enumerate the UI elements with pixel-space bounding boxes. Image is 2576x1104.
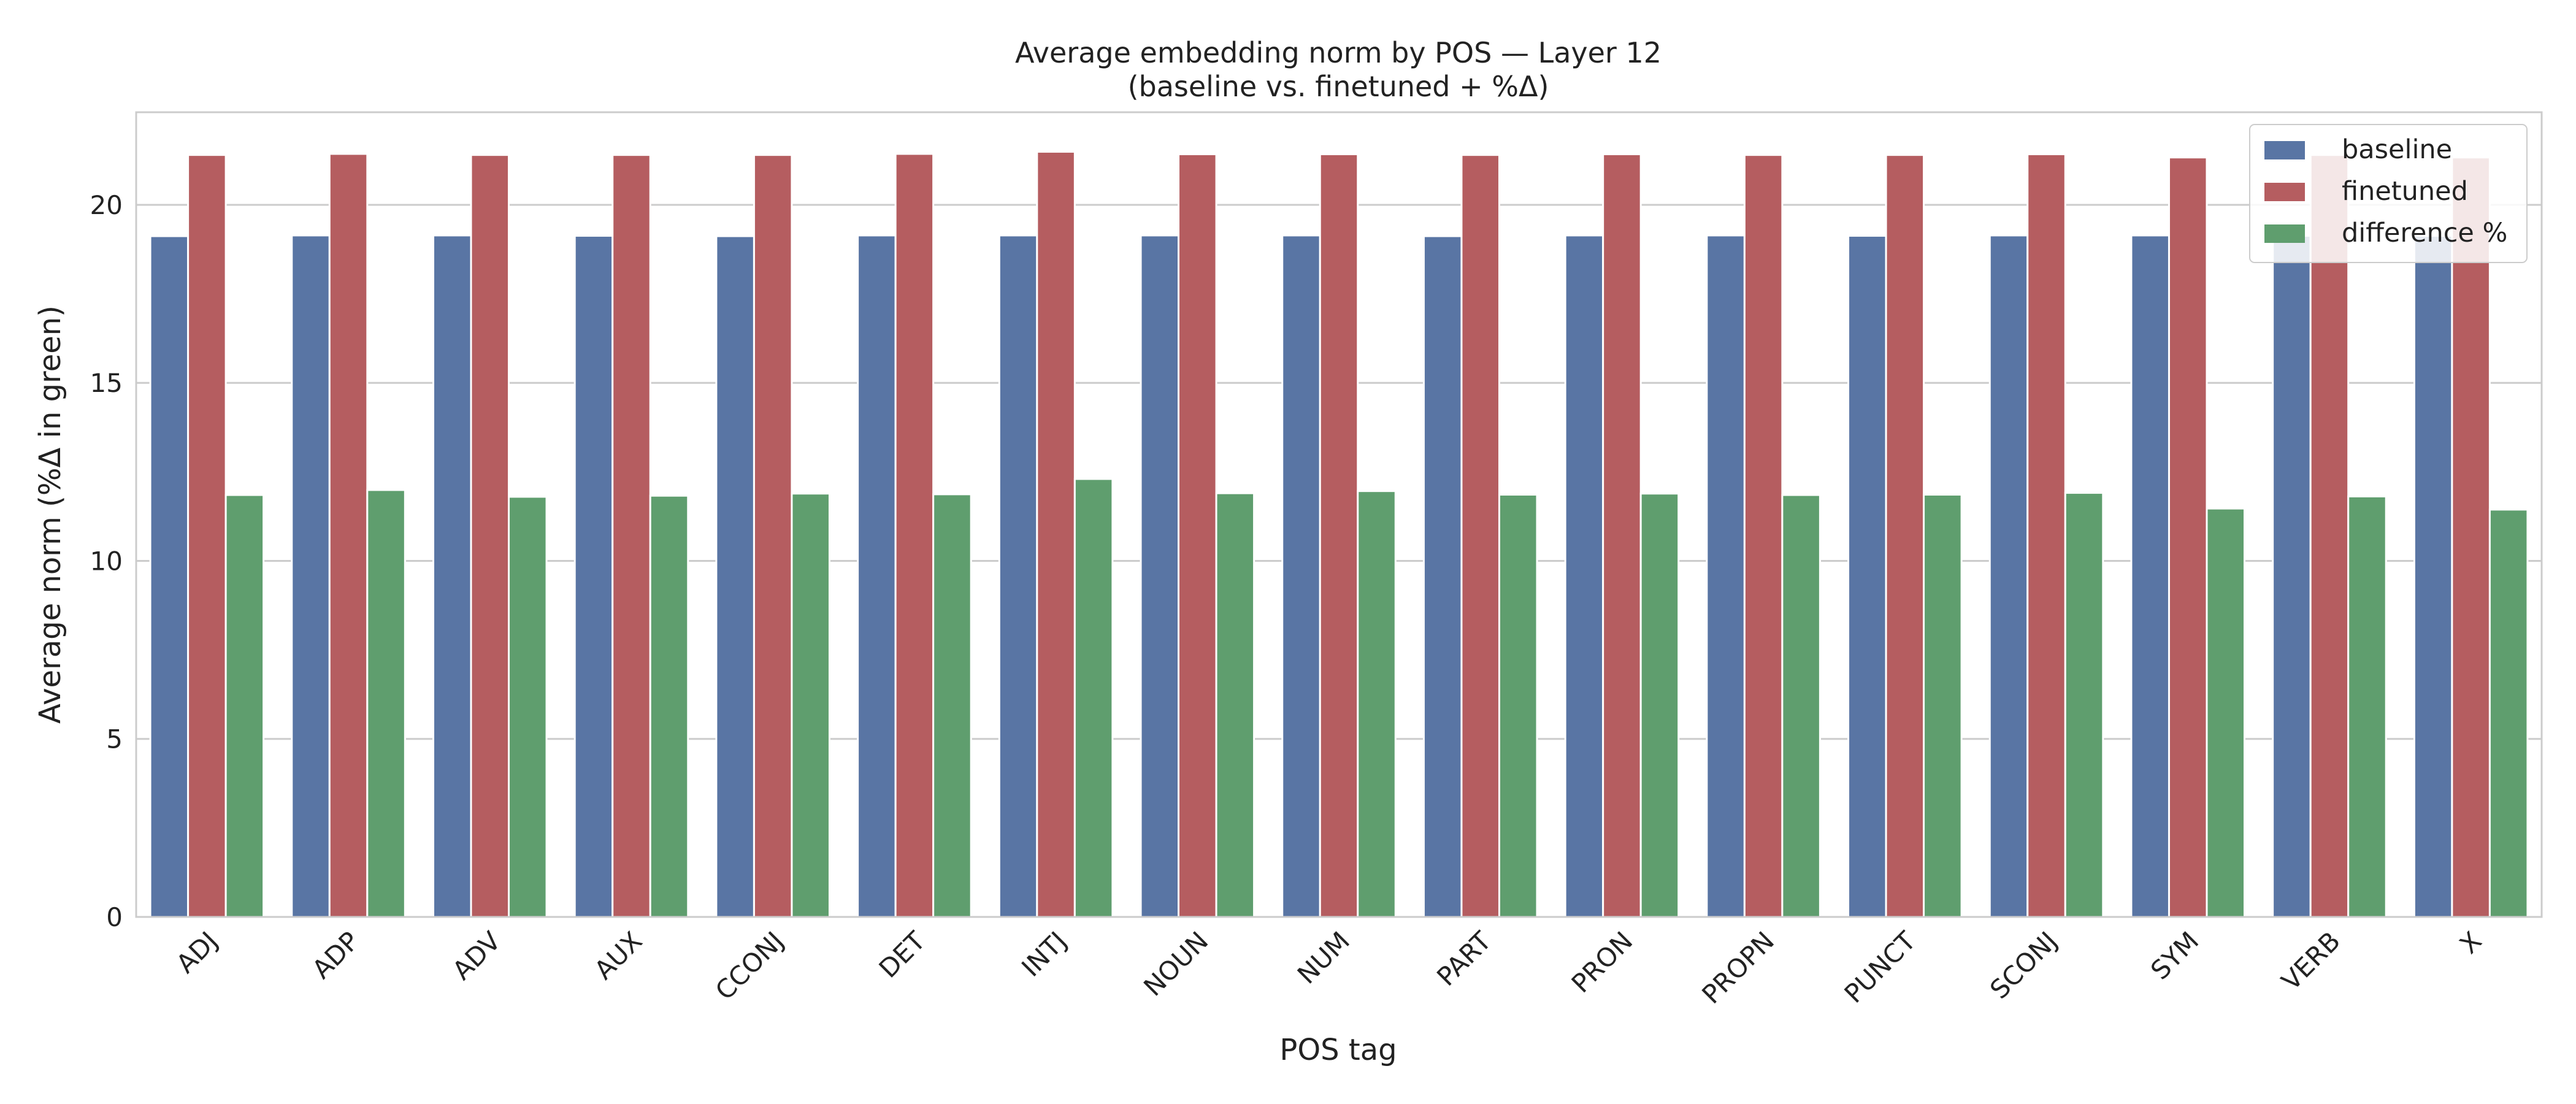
bar-finetuned-num xyxy=(1319,153,1359,918)
plot-frame xyxy=(135,111,2543,918)
chart-title: Average embedding norm by POS — Layer 12 xyxy=(1015,36,1662,69)
legend-swatch xyxy=(2264,224,2305,243)
bar-baseline-x xyxy=(2413,234,2453,918)
x-tick-label: NOUN xyxy=(1138,926,1214,1002)
bar-difference--adv xyxy=(508,496,548,918)
legend-label: difference % xyxy=(2342,218,2507,248)
plot-bars xyxy=(149,150,2529,918)
y-axis-label: Average norm (%Δ in green) xyxy=(33,305,67,724)
bar-difference--adp xyxy=(366,489,406,918)
bar-difference--adj xyxy=(224,494,265,918)
bar-finetuned-adv xyxy=(470,154,510,918)
bar-finetuned-propn xyxy=(1743,154,1784,918)
x-tick-label: PROPN xyxy=(1696,926,1780,1010)
bar-difference--sym xyxy=(2206,507,2246,918)
bar-difference--sconj xyxy=(2064,492,2104,918)
x-tick-label: NUM xyxy=(1292,926,1355,989)
bar-baseline-adp xyxy=(291,234,331,918)
bar-finetuned-verb xyxy=(2309,154,2350,918)
bar-finetuned-intj xyxy=(1036,150,1076,918)
y-tick-label: 0 xyxy=(106,902,123,932)
x-tick-label: ADV xyxy=(447,926,507,986)
x-tick-label: SYM xyxy=(2145,926,2204,985)
x-tick-label: ADP xyxy=(306,926,365,984)
bar-baseline-adj xyxy=(149,235,190,918)
bar-finetuned-adp xyxy=(328,153,369,918)
bar-difference--cconj xyxy=(791,493,830,918)
y-tick-label: 5 xyxy=(106,724,123,754)
bar-difference--punct xyxy=(1923,493,1963,918)
bar-baseline-intj xyxy=(998,234,1038,918)
bar-difference--aux xyxy=(649,494,689,918)
bar-baseline-cconj xyxy=(715,235,755,918)
y-tick-label: 20 xyxy=(90,190,123,220)
x-axis-label: POS tag xyxy=(1279,1033,1397,1067)
legend-label: baseline xyxy=(2342,134,2452,165)
bar-finetuned-x xyxy=(2451,156,2491,918)
bar-finetuned-aux xyxy=(611,154,651,918)
bar-difference--x xyxy=(2488,508,2529,918)
x-tick-label: AUX xyxy=(588,926,648,985)
bar-difference--verb xyxy=(2347,495,2387,918)
bar-difference--num xyxy=(1357,490,1397,918)
x-tick-label: SCONJ xyxy=(1984,926,2063,1005)
bar-finetuned-punct xyxy=(1885,154,1925,918)
bar-baseline-sym xyxy=(2130,234,2170,918)
x-tick-label: PUNCT xyxy=(1839,926,1922,1009)
bar-difference--part xyxy=(1498,493,1538,918)
x-tick-label: DET xyxy=(873,926,932,984)
bar-finetuned-det xyxy=(894,153,935,918)
x-tick-label: CCONJ xyxy=(710,926,789,1005)
bar-difference--noun xyxy=(1215,492,1255,918)
legend-frame xyxy=(2249,124,2528,263)
x-tick-label: PRON xyxy=(1566,926,1639,999)
y-tick-labels: 0 5 10 15 20 xyxy=(90,190,123,932)
bar-difference--propn xyxy=(1781,494,1821,918)
bar-difference--det xyxy=(932,493,972,918)
chart-subtitle: (baseline vs. finetuned + %Δ) xyxy=(1128,70,1549,103)
bar-baseline-adv xyxy=(432,234,472,918)
bar-finetuned-noun xyxy=(1178,153,1217,918)
bar-finetuned-adj xyxy=(187,154,227,918)
x-tick-label: PART xyxy=(1431,926,1497,992)
x-tick-label: INTJ xyxy=(1016,926,1073,983)
bar-baseline-verb xyxy=(2272,234,2312,918)
x-tick-labels: ADJ ADP ADV AUX CCONJ DET INTJ NOUN NUM PART PRON P… xyxy=(171,926,2488,1010)
legend-swatch xyxy=(2264,183,2305,201)
bar-baseline-punct xyxy=(1847,234,1887,918)
x-tick-label: X xyxy=(2454,926,2488,959)
bar-baseline-det xyxy=(857,234,897,918)
bar-finetuned-cconj xyxy=(753,154,793,918)
bar-baseline-aux xyxy=(573,234,614,918)
bar-baseline-noun xyxy=(1140,234,1180,918)
bar-baseline-propn xyxy=(1706,234,1746,918)
bar-finetuned-sym xyxy=(2168,156,2208,918)
bar-finetuned-sconj xyxy=(2026,153,2066,918)
legend-swatch xyxy=(2264,141,2305,159)
legend-label: finetuned xyxy=(2342,176,2468,207)
bar-finetuned-pron xyxy=(1602,153,1642,918)
bar-baseline-pron xyxy=(1564,234,1604,918)
y-tick-label: 15 xyxy=(90,368,123,398)
bar-baseline-sconj xyxy=(1988,234,2029,918)
bar-difference--pron xyxy=(1639,493,1680,918)
bar-baseline-num xyxy=(1281,234,1321,918)
bar-finetuned-part xyxy=(1460,154,1500,918)
x-tick-label: ADJ xyxy=(171,926,224,979)
bar-difference--intj xyxy=(1073,478,1114,918)
y-tick-label: 10 xyxy=(90,546,123,576)
legend: baseline finetuned difference % xyxy=(2249,124,2528,263)
x-tick-label: VERB xyxy=(2275,926,2346,996)
bar-baseline-part xyxy=(1422,235,1463,918)
